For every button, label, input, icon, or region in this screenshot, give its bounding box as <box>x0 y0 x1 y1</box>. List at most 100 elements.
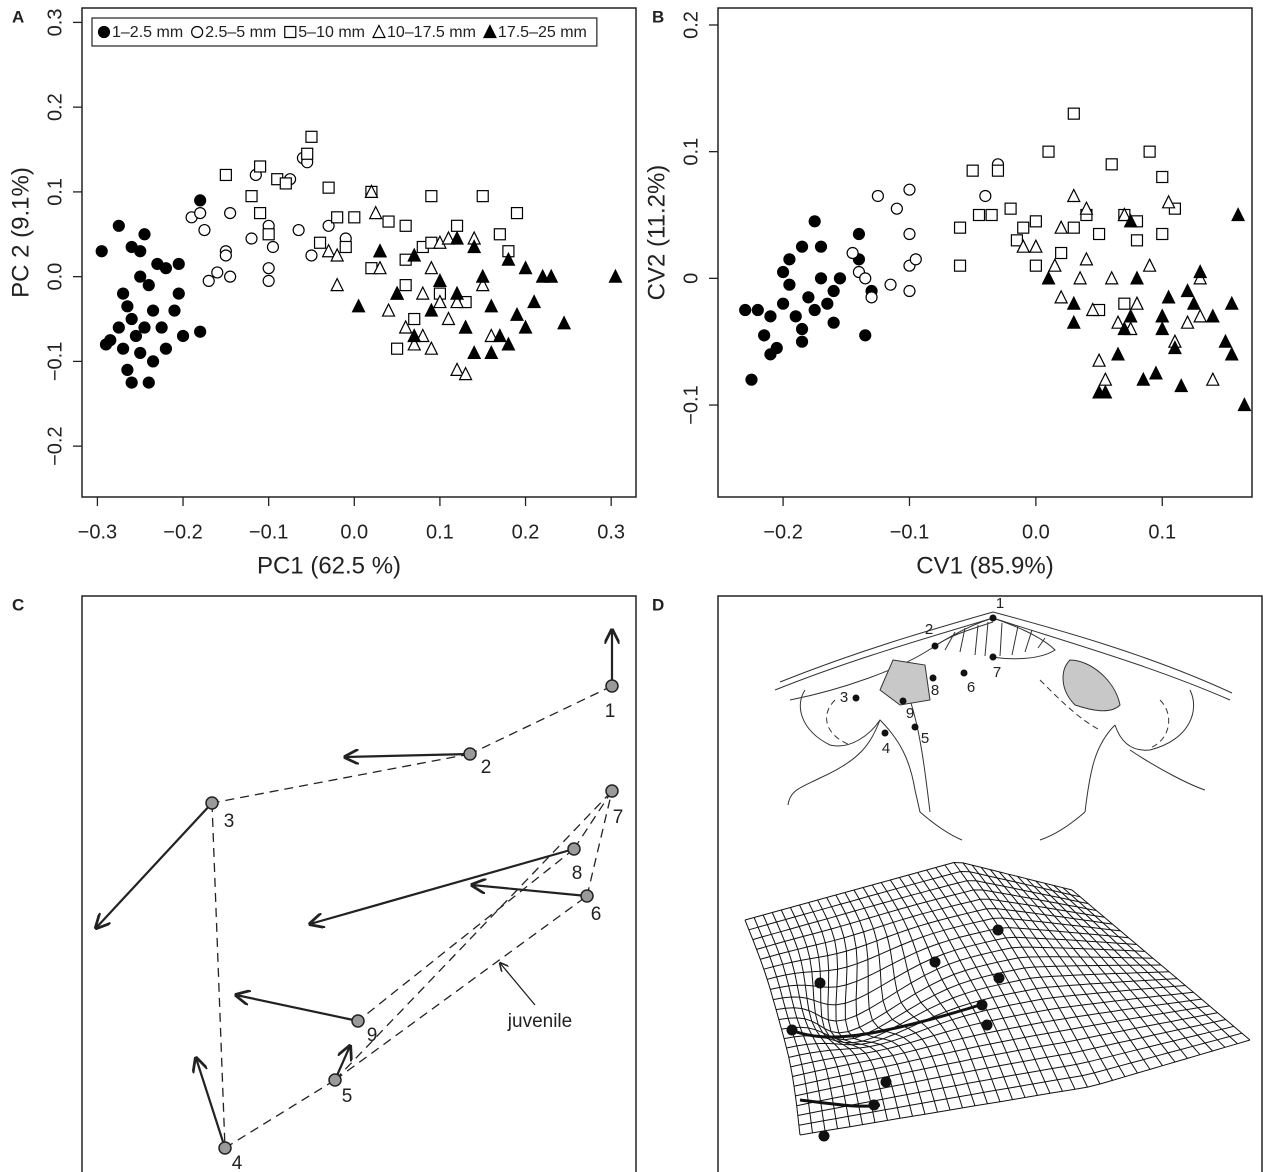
point <box>535 268 550 283</box>
point <box>884 278 897 291</box>
point <box>1041 270 1056 285</box>
plot-frame <box>717 7 1253 498</box>
y-tick-label: 0.3 <box>44 9 66 37</box>
point <box>330 247 345 262</box>
point <box>1016 238 1031 253</box>
point <box>348 211 361 224</box>
point <box>1067 221 1080 234</box>
point <box>1105 158 1118 171</box>
displacement-arrow <box>196 1058 227 1149</box>
point <box>313 236 327 249</box>
grid-col <box>1017 876 1176 1063</box>
legend-marker <box>191 25 204 39</box>
point <box>1218 333 1233 348</box>
point <box>399 279 412 292</box>
point <box>795 240 809 253</box>
x-tick-label: 0.3 <box>597 521 625 543</box>
displacement-arrow <box>472 885 588 898</box>
point <box>1167 340 1182 355</box>
point <box>424 340 439 355</box>
landmark-label: 4 <box>232 1153 243 1172</box>
grid-col <box>980 867 1126 1077</box>
landmark <box>567 842 581 856</box>
point <box>245 232 258 245</box>
landmark-label: 1 <box>996 595 1004 612</box>
panel-label: D <box>652 595 664 614</box>
landmark <box>911 723 919 731</box>
y-tick-label: 0.1 <box>680 138 702 166</box>
y-tick-label: −0.1 <box>680 385 702 424</box>
point <box>871 189 884 203</box>
point <box>903 284 916 298</box>
grid-col <box>808 902 888 1121</box>
legend-label: 10–17.5 mm <box>387 24 476 41</box>
point <box>991 164 1005 177</box>
point <box>321 243 336 258</box>
grid-col <box>853 889 951 1111</box>
point <box>808 303 821 317</box>
point <box>557 315 572 330</box>
grid-col <box>862 887 963 1109</box>
point <box>909 253 922 266</box>
panel-label: B <box>652 7 664 26</box>
point <box>1205 371 1220 386</box>
point <box>745 373 758 386</box>
point <box>364 184 379 199</box>
point <box>1156 227 1169 241</box>
landmark <box>605 679 619 693</box>
landmark <box>989 614 997 622</box>
y-tick-label: −0.2 <box>44 426 66 465</box>
point <box>381 302 396 317</box>
grid-landmark <box>880 1076 892 1088</box>
panel-d-frame <box>717 595 1263 1172</box>
grid-landmark <box>992 924 1004 936</box>
anatomy-sketch <box>774 611 1233 841</box>
grid-col <box>871 884 976 1106</box>
point <box>1224 346 1239 361</box>
y-tick-label: 0.2 <box>680 11 702 39</box>
point <box>1180 283 1195 298</box>
point <box>776 297 790 310</box>
grid-col <box>1071 889 1251 1041</box>
point <box>814 272 828 285</box>
point <box>501 336 516 351</box>
outline-dashed <box>334 790 613 1081</box>
landmark <box>605 784 619 798</box>
point <box>408 312 421 326</box>
point <box>224 206 237 220</box>
point <box>202 274 215 287</box>
point <box>518 260 533 275</box>
grid-landmark <box>929 956 941 968</box>
grid-col <box>799 904 876 1123</box>
point <box>391 342 404 355</box>
y-tick-label: 0.2 <box>44 93 66 121</box>
point <box>95 245 108 258</box>
point <box>159 262 173 275</box>
point <box>827 284 840 298</box>
point <box>407 247 422 262</box>
landmark-label: 7 <box>613 807 624 828</box>
grid-col <box>889 879 1001 1102</box>
grid-col <box>926 869 1051 1094</box>
landmark-label: 5 <box>921 730 929 747</box>
point <box>1092 352 1107 367</box>
point <box>1054 219 1069 234</box>
point <box>424 260 439 275</box>
panel-c-frame <box>81 595 637 1172</box>
legend-marker <box>372 24 386 39</box>
point <box>770 341 783 355</box>
point <box>176 329 190 343</box>
grid-col <box>962 862 1101 1085</box>
x-tick-label: −0.2 <box>163 521 202 543</box>
point <box>1042 145 1055 158</box>
point <box>764 310 777 323</box>
point <box>125 376 138 389</box>
point <box>1017 221 1030 234</box>
landmark <box>205 796 219 810</box>
grid-col <box>944 864 1076 1090</box>
plot-frame <box>81 7 637 498</box>
point <box>890 202 903 215</box>
y-tick-label: 0 <box>680 273 702 284</box>
point <box>776 265 790 279</box>
